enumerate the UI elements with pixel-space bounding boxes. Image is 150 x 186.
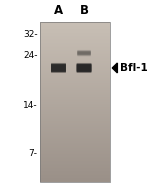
FancyBboxPatch shape xyxy=(76,65,92,73)
Text: 7-: 7- xyxy=(29,149,38,158)
FancyBboxPatch shape xyxy=(77,52,91,56)
FancyBboxPatch shape xyxy=(51,63,66,71)
Text: 14-: 14- xyxy=(23,101,38,110)
Text: A: A xyxy=(54,4,63,17)
Text: 32-: 32- xyxy=(23,30,38,39)
Text: 24-: 24- xyxy=(23,51,38,60)
FancyBboxPatch shape xyxy=(76,64,92,72)
Text: Bfl-1: Bfl-1 xyxy=(120,63,148,73)
FancyBboxPatch shape xyxy=(51,64,66,72)
FancyBboxPatch shape xyxy=(77,50,91,54)
FancyBboxPatch shape xyxy=(76,63,92,71)
Bar xyxy=(40,23,110,182)
FancyBboxPatch shape xyxy=(77,51,91,55)
Text: B: B xyxy=(80,4,88,17)
FancyBboxPatch shape xyxy=(51,65,66,73)
Polygon shape xyxy=(112,63,117,73)
